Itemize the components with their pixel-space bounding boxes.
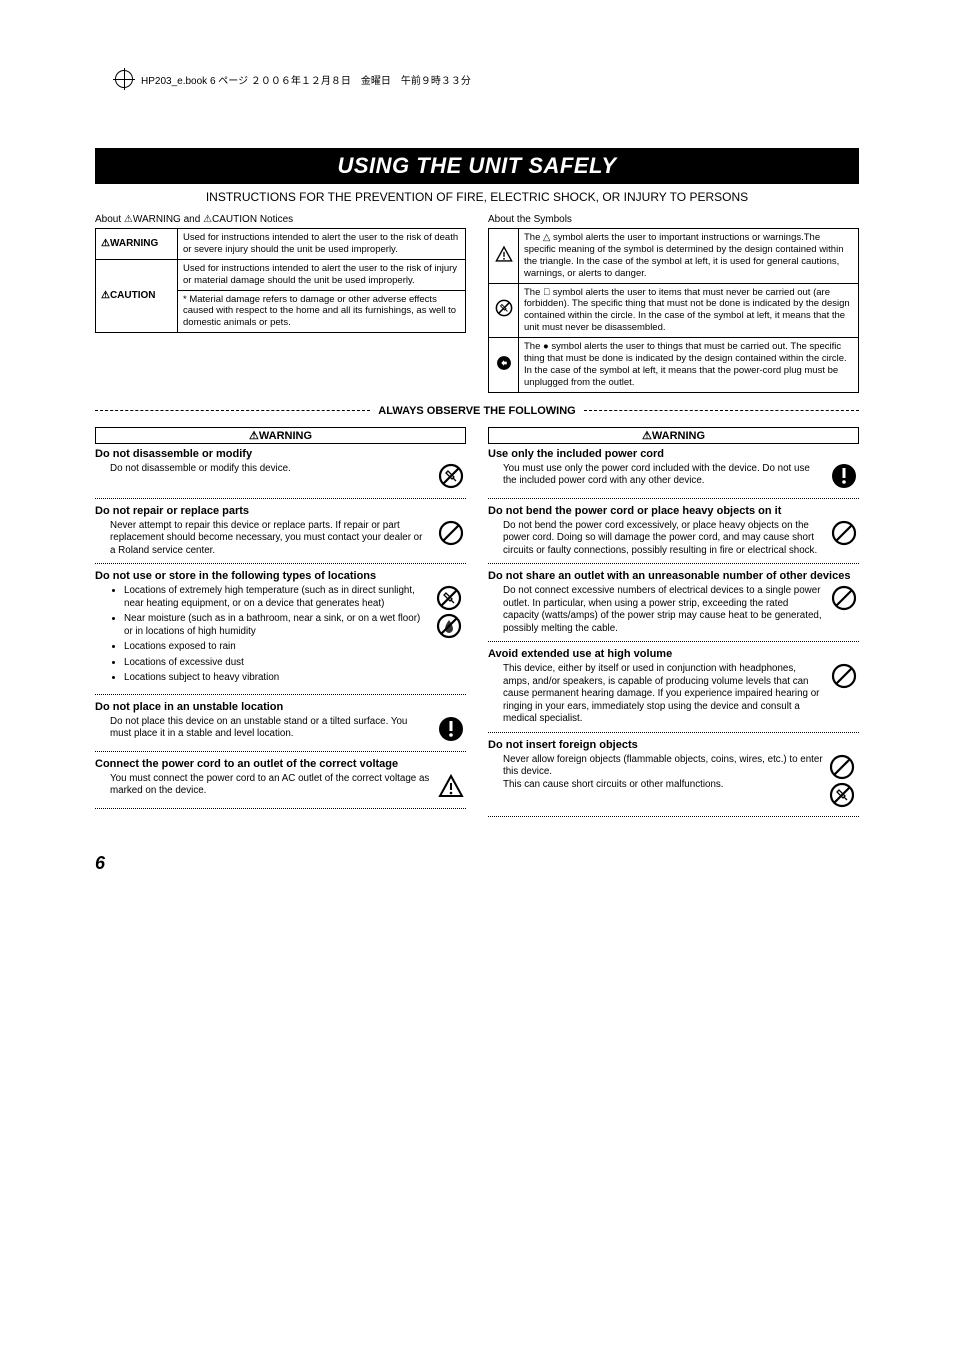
- triangle-icon: [489, 229, 519, 284]
- warning-section-text: Do not place this device on an unstable …: [95, 716, 430, 745]
- solid-excl-icon: [829, 463, 859, 492]
- warning-section-text: This device, either by itself or used in…: [488, 663, 823, 726]
- prohibit-icon: [436, 520, 466, 558]
- prohibit-icon: [829, 585, 859, 635]
- symbols-table-title: About the Symbols: [488, 214, 859, 225]
- section-separator: [488, 641, 859, 642]
- page-title-bar: USING THE UNIT SAFELY: [95, 148, 859, 184]
- warning-section-text: Do not disassemble or modify this device…: [95, 463, 430, 492]
- notices-table-title: About ⚠WARNING and ⚠CAUTION Notices: [95, 214, 466, 225]
- triangle-icon: [436, 773, 466, 802]
- page-number: 6: [95, 853, 859, 874]
- warning-section-text: Do not bend the power cord excessively, …: [488, 520, 823, 558]
- prohibit-icon: [829, 663, 859, 726]
- page-subtitle: INSTRUCTIONS FOR THE PREVENTION OF FIRE,…: [95, 190, 859, 204]
- warning-section-title: Do not repair or replace parts: [95, 505, 466, 517]
- warning-section-text: Do not connect excessive numbers of elec…: [488, 585, 823, 635]
- prohibit-icon: [489, 283, 519, 338]
- symbols-table: The △ symbol alerts the user to importan…: [488, 228, 859, 393]
- prohibit-tool-icon: [436, 463, 466, 492]
- section-separator: [488, 498, 859, 499]
- section-separator: [95, 808, 466, 809]
- page-title: USING THE UNIT SAFELY: [338, 153, 617, 178]
- warning-section-text: Never allow foreign objects (flammable o…: [488, 754, 823, 810]
- notice-caution-label: ⚠CAUTION: [96, 259, 178, 332]
- section-separator: [488, 563, 859, 564]
- warning-section-title: Do not insert foreign objects: [488, 739, 859, 751]
- warning-header: ⚠WARNING: [95, 427, 466, 444]
- header-text: HP203_e.book 6 ページ ２００６年１２月８日 金曜日 午前９時３３…: [141, 72, 471, 87]
- prohibit-icon: [829, 520, 859, 558]
- solid-icon: [489, 338, 519, 393]
- notice-caution-text: Used for instructions intended to alert …: [178, 259, 466, 290]
- symbol-prohibit-text: The ⃠ symbol alerts the user to items th…: [519, 283, 859, 338]
- warning-section-title: Do not bend the power cord or place heav…: [488, 505, 859, 517]
- solid-excl-icon: [436, 716, 466, 745]
- symbol-triangle-text: The △ symbol alerts the user to importan…: [519, 229, 859, 284]
- section-separator: [488, 816, 859, 817]
- warning-section-list: Locations of extremely high temperature …: [95, 585, 430, 688]
- prohibit-stack2-icon: [829, 754, 859, 810]
- section-separator: [95, 498, 466, 499]
- section-separator: [488, 732, 859, 733]
- warning-section-title: Do not place in an unstable location: [95, 701, 466, 713]
- print-header: HP203_e.book 6 ページ ２００６年１２月８日 金曜日 午前９時３３…: [115, 70, 859, 88]
- section-separator: [95, 751, 466, 752]
- warning-section-text: You must use only the power cord include…: [488, 463, 823, 492]
- notice-warning-label: ⚠WARNING: [96, 229, 178, 260]
- symbol-solid-text: The ● symbol alerts the user to things t…: [519, 338, 859, 393]
- section-separator: [95, 694, 466, 695]
- warning-section-text: You must connect the power cord to an AC…: [95, 773, 430, 802]
- warning-section-title: Use only the included power cord: [488, 448, 859, 460]
- warning-header: ⚠WARNING: [488, 427, 859, 444]
- observe-divider: ALWAYS OBSERVE THE FOLLOWING: [95, 405, 859, 417]
- warning-section-title: Connect the power cord to an outlet of t…: [95, 758, 466, 770]
- warning-section-title: Avoid extended use at high volume: [488, 648, 859, 660]
- prohibit-stack-icon: [436, 585, 466, 688]
- notice-warning-text: Used for instructions intended to alert …: [178, 229, 466, 260]
- section-separator: [95, 563, 466, 564]
- warning-section-title: Do not use or store in the following typ…: [95, 570, 466, 582]
- observe-label: ALWAYS OBSERVE THE FOLLOWING: [370, 405, 583, 417]
- notices-table: ⚠WARNING Used for instructions intended …: [95, 228, 466, 333]
- warning-section-title: Do not share an outlet with an unreasona…: [488, 570, 859, 582]
- warning-section-text: Never attempt to repair this device or r…: [95, 520, 430, 558]
- warning-section-title: Do not disassemble or modify: [95, 448, 466, 460]
- notice-caution-note: * Material damage refers to damage or ot…: [178, 290, 466, 333]
